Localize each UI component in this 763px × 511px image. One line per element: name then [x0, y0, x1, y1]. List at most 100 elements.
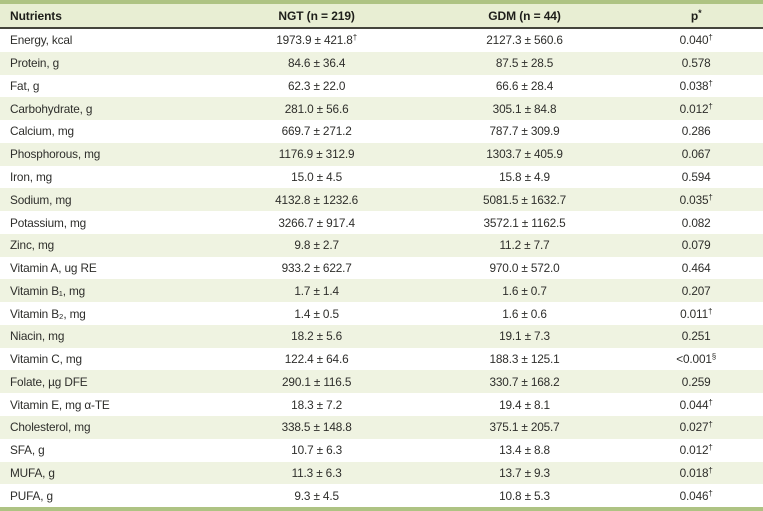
gdm-value-cell-text: 787.7 ± 309.9 [489, 124, 560, 139]
p-value-cell-superscript: † [708, 488, 713, 498]
p-value-cell: 0.018† [629, 466, 763, 480]
p-value-cell: 0.259 [629, 375, 763, 389]
nutrient-cell: SFA, g [0, 443, 214, 457]
p-value-cell: 0.040† [629, 33, 763, 47]
nutrient-cell: Vitamin A, ug RE [0, 261, 214, 275]
table-row: Carbohydrate, g 281.0 ± 56.6 305.1 ± 84.8 0… [0, 97, 763, 121]
p-value-cell: 0.012† [629, 102, 763, 116]
table-row: SFA, g 10.7 ± 6.3 13.4 ± 8.8 0.012† [0, 438, 763, 462]
p-value-cell-superscript: † [708, 78, 713, 88]
nutrient-cell-text: Folate, µg DFE [10, 374, 88, 389]
gdm-value-cell-text: 1303.7 ± 405.9 [486, 147, 563, 162]
gdm-value-cell: 1303.7 ± 405.9 [420, 147, 630, 161]
gdm-value-cell-text: 15.8 ± 4.9 [499, 169, 550, 184]
table-row: Protein, g 84.6 ± 36.4 87.5 ± 28.5 0.578 [0, 51, 763, 75]
table-row: Phosphorous, mg 1176.9 ± 312.9 1303.7 ± 40… [0, 142, 763, 166]
gdm-value-cell: 5081.5 ± 1632.7 [420, 193, 630, 207]
p-value-cell: 0.011† [629, 307, 763, 321]
gdm-value-cell-text: 5081.5 ± 1632.7 [483, 192, 566, 207]
nutrient-cell: Vitamin B₁, mg [0, 284, 214, 298]
p-value-cell: <0.001§ [629, 352, 763, 366]
table-row: Vitamin B₁, mg 1.7 ± 1.4 1.6 ± 0.7 0.207 [0, 279, 763, 303]
p-value-cell: 0.207 [629, 284, 763, 298]
table-row: Cholesterol, mg 338.5 ± 148.8 375.1 ± 205.… [0, 416, 763, 439]
p-value-cell-superscript: † [707, 306, 713, 316]
nutrient-cell: Folate, µg DFE [0, 375, 214, 389]
p-value-cell-superscript: † [708, 420, 713, 430]
gdm-value-cell: 330.7 ± 168.2 [420, 375, 630, 389]
nutrient-cell-text: Phosphorous, mg [10, 147, 101, 162]
gdm-value-cell-text: 19.4 ± 8.1 [499, 397, 550, 412]
nutrient-cell: Iron, mg [0, 170, 214, 184]
ngt-value-cell: 9.3 ± 4.5 [214, 489, 420, 503]
p-value-cell-text: 0.044 [679, 397, 709, 412]
table-row: Zinc, mg 9.8 ± 2.7 11.2 ± 7.7 0.079 [0, 233, 763, 257]
nutrient-cell-text: SFA, g [10, 443, 45, 458]
table-header-row: Nutrients NGT (n = 219) GDM (n = 44) p* [0, 4, 763, 29]
ngt-value-cell-text: 3266.7 ± 917.4 [278, 215, 355, 230]
ngt-value-cell: 1.4 ± 0.5 [214, 307, 420, 321]
table-row: Energy, kcal 1973.9 ± 421.8† 2127.3 ± 560.… [0, 29, 763, 52]
gdm-value-cell: 11.2 ± 7.7 [420, 238, 630, 252]
p-value-cell: 0.027† [629, 420, 763, 434]
gdm-value-cell-text: 11.2 ± 7.7 [499, 238, 550, 253]
gdm-value-cell: 15.8 ± 4.9 [420, 170, 630, 184]
gdm-value-cell: 3572.1 ± 1162.5 [420, 216, 630, 230]
nutrient-cell-text: Niacin, mg [10, 329, 65, 344]
nutrient-cell: Cholesterol, mg [0, 420, 214, 434]
p-value-cell-text: 0.038 [679, 78, 709, 93]
p-value-cell-text: <0.001 [676, 352, 712, 367]
table-row: Calcium, mg 669.7 ± 271.2 787.7 ± 309.9 0.2… [0, 120, 763, 143]
gdm-value-cell-text: 2127.3 ± 560.6 [486, 33, 563, 48]
gdm-value-cell: 375.1 ± 205.7 [420, 420, 630, 434]
ngt-value-cell-text: 122.4 ± 64.6 [284, 352, 349, 367]
p-value-cell-superscript: † [708, 101, 713, 111]
p-value-cell-text: 0.027 [679, 420, 709, 435]
p-value-cell: 0.035† [629, 193, 763, 207]
p-value-cell: 0.012† [629, 443, 763, 457]
ngt-value-cell: 15.0 ± 4.5 [214, 170, 420, 184]
ngt-value-cell-text: 62.3 ± 22.0 [287, 78, 346, 93]
gdm-value-cell: 970.0 ± 572.0 [420, 261, 630, 275]
nutrient-cell: MUFA, g [0, 466, 214, 480]
ngt-value-cell-text: 84.6 ± 36.4 [287, 56, 346, 71]
p-value-cell-text: 0.207 [681, 283, 711, 298]
gdm-value-cell: 10.8 ± 5.3 [420, 489, 630, 503]
gdm-value-cell: 787.7 ± 309.9 [420, 124, 630, 138]
ngt-value-cell: 9.8 ± 2.7 [214, 238, 420, 252]
table-row: Folate, µg DFE 290.1 ± 116.5 330.7 ± 168.2… [0, 370, 763, 394]
gdm-value-cell: 13.4 ± 8.8 [420, 443, 630, 457]
ngt-value-cell: 18.2 ± 5.6 [214, 329, 420, 343]
ngt-value-cell: 669.7 ± 271.2 [214, 124, 420, 138]
ngt-value-cell: 933.2 ± 622.7 [214, 261, 420, 275]
gdm-value-cell: 19.1 ± 7.3 [420, 329, 630, 343]
p-value-cell: 0.082 [629, 216, 763, 230]
p-value-cell-text: 0.251 [681, 329, 711, 344]
ngt-value-cell: 18.3 ± 7.2 [214, 398, 420, 412]
nutrient-cell: PUFA, g [0, 489, 214, 503]
p-value-cell-text: 0.079 [681, 238, 711, 253]
nutrient-cell: Carbohydrate, g [0, 102, 214, 116]
ngt-value-cell-text: 1176.9 ± 312.9 [278, 147, 355, 162]
nutrient-cell-text: Vitamin E, mg α-TE [10, 397, 110, 412]
p-value-cell-text: 0.259 [681, 374, 711, 389]
ngt-value-cell: 3266.7 ± 917.4 [214, 216, 420, 230]
ngt-value-cell: 281.0 ± 56.6 [214, 102, 420, 116]
p-value-cell-text: 0.594 [681, 169, 711, 184]
p-value-cell-superscript: † [708, 192, 713, 202]
gdm-value-cell-text: 13.7 ± 9.3 [499, 465, 550, 480]
p-value-cell-text: 0.012 [679, 101, 709, 116]
nutrient-cell: Fat, g [0, 79, 214, 93]
ngt-value-cell-text: 9.8 ± 2.7 [294, 238, 339, 253]
gdm-value-cell-text: 305.1 ± 84.8 [492, 101, 557, 116]
gdm-value-cell: 1.6 ± 0.7 [420, 284, 630, 298]
nutrient-cell-text: Vitamin B₁, mg [10, 283, 86, 298]
nutrient-cell: Vitamin C, mg [0, 352, 214, 366]
p-value-cell-superscript: † [708, 397, 713, 407]
header-p-label: p [690, 8, 699, 23]
p-value-cell-superscript: † [708, 443, 713, 453]
gdm-value-cell-text: 970.0 ± 572.0 [489, 261, 560, 276]
nutrient-cell-text: Zinc, mg [10, 238, 55, 253]
p-value-cell-text: 0.578 [681, 56, 711, 71]
